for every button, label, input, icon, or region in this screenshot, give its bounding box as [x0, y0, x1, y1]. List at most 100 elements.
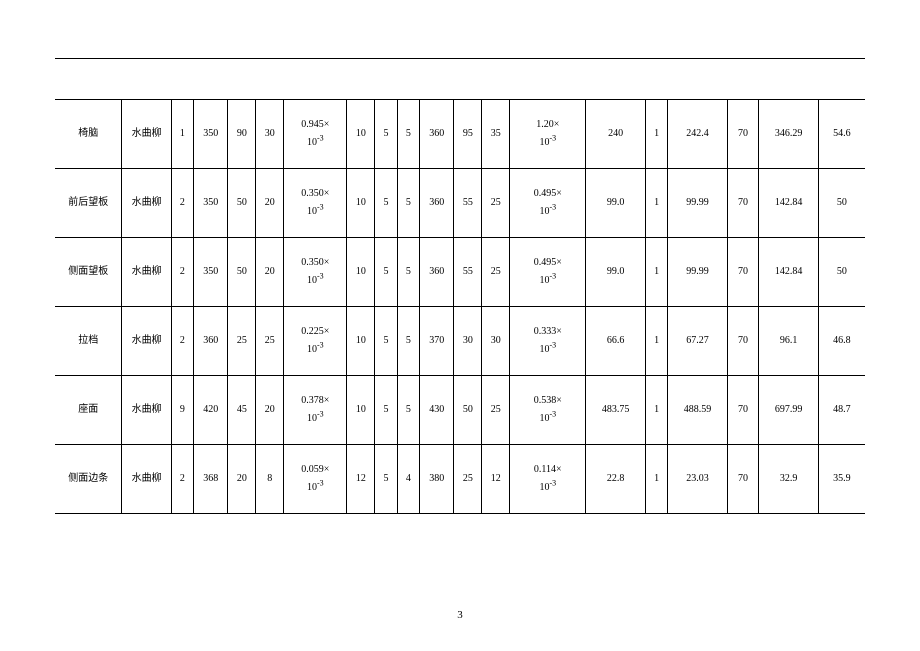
dim-c: 30 — [256, 100, 284, 169]
val-j: 70 — [727, 100, 759, 169]
val-g: 240 — [586, 100, 646, 169]
val-j: 70 — [727, 376, 759, 445]
val-k: 142.84 — [759, 169, 819, 238]
val-l: 50 — [818, 238, 865, 307]
val-h: 1 — [645, 307, 667, 376]
dim-e: 25 — [454, 445, 482, 514]
dim-f: 12 — [482, 445, 510, 514]
ext-b: 5 — [375, 376, 397, 445]
val-h: 1 — [645, 238, 667, 307]
material: 水曲柳 — [122, 307, 171, 376]
ext-c: 4 — [397, 445, 419, 514]
val-k: 32.9 — [759, 445, 819, 514]
sci-2: 1.20×10-3 — [510, 100, 586, 169]
dim-b: 50 — [228, 169, 256, 238]
sci-2: 0.538×10-3 — [510, 376, 586, 445]
val-l: 54.6 — [818, 100, 865, 169]
val-i: 488.59 — [668, 376, 728, 445]
ext-c: 5 — [397, 307, 419, 376]
ext-a: 10 — [347, 376, 375, 445]
ext-b: 5 — [375, 238, 397, 307]
val-l: 46.8 — [818, 307, 865, 376]
sci-1: 0.350×10-3 — [284, 238, 347, 307]
val-k: 142.84 — [759, 238, 819, 307]
dim-f: 30 — [482, 307, 510, 376]
sci-2: 0.333×10-3 — [510, 307, 586, 376]
dim-b: 90 — [228, 100, 256, 169]
val-j: 70 — [727, 238, 759, 307]
ext-b: 5 — [375, 169, 397, 238]
dim-a: 350 — [194, 238, 228, 307]
dim-d: 370 — [419, 307, 453, 376]
table-row: 拉档水曲柳236025250.225×10-3105537030300.333×… — [55, 307, 865, 376]
part-name: 前后望板 — [55, 169, 122, 238]
dim-e: 50 — [454, 376, 482, 445]
val-i: 99.99 — [668, 169, 728, 238]
ext-b: 5 — [375, 307, 397, 376]
dim-d: 360 — [419, 100, 453, 169]
val-h: 1 — [645, 445, 667, 514]
val-l: 48.7 — [818, 376, 865, 445]
page-number: 3 — [0, 609, 920, 621]
material: 水曲柳 — [122, 238, 171, 307]
sci-1: 0.059×10-3 — [284, 445, 347, 514]
qty: 1 — [171, 100, 193, 169]
val-i: 242.4 — [668, 100, 728, 169]
val-g: 99.0 — [586, 169, 646, 238]
table-row: 前后望板水曲柳235050200.350×10-3105536055250.49… — [55, 169, 865, 238]
sci-2: 0.114×10-3 — [510, 445, 586, 514]
val-g: 22.8 — [586, 445, 646, 514]
dim-c: 20 — [256, 238, 284, 307]
dim-a: 368 — [194, 445, 228, 514]
val-g: 483.75 — [586, 376, 646, 445]
dim-a: 350 — [194, 100, 228, 169]
dim-b: 25 — [228, 307, 256, 376]
val-h: 1 — [645, 376, 667, 445]
part-name: 座面 — [55, 376, 122, 445]
ext-a: 10 — [347, 100, 375, 169]
ext-c: 5 — [397, 169, 419, 238]
qty: 9 — [171, 376, 193, 445]
dim-d: 380 — [419, 445, 453, 514]
dim-e: 55 — [454, 169, 482, 238]
part-name: 椅脑 — [55, 100, 122, 169]
material: 水曲柳 — [122, 100, 171, 169]
val-h: 1 — [645, 169, 667, 238]
ext-a: 10 — [347, 307, 375, 376]
sci-2: 0.495×10-3 — [510, 169, 586, 238]
val-k: 346.29 — [759, 100, 819, 169]
qty: 2 — [171, 238, 193, 307]
part-name: 拉档 — [55, 307, 122, 376]
val-i: 23.03 — [668, 445, 728, 514]
table-row: 椅脑水曲柳135090300.945×10-3105536095351.20×1… — [55, 100, 865, 169]
val-j: 70 — [727, 169, 759, 238]
dim-a: 360 — [194, 307, 228, 376]
val-g: 66.6 — [586, 307, 646, 376]
val-l: 50 — [818, 169, 865, 238]
ext-a: 12 — [347, 445, 375, 514]
val-l: 35.9 — [818, 445, 865, 514]
qty: 2 — [171, 307, 193, 376]
dim-d: 360 — [419, 169, 453, 238]
val-j: 70 — [727, 445, 759, 514]
dim-d: 430 — [419, 376, 453, 445]
material: 水曲柳 — [122, 376, 171, 445]
val-i: 67.27 — [668, 307, 728, 376]
sci-1: 0.378×10-3 — [284, 376, 347, 445]
dim-e: 30 — [454, 307, 482, 376]
val-k: 96.1 — [759, 307, 819, 376]
val-j: 70 — [727, 307, 759, 376]
dim-f: 25 — [482, 238, 510, 307]
dim-b: 45 — [228, 376, 256, 445]
dim-e: 95 — [454, 100, 482, 169]
sci-1: 0.350×10-3 — [284, 169, 347, 238]
dim-e: 55 — [454, 238, 482, 307]
val-g: 99.0 — [586, 238, 646, 307]
dim-c: 20 — [256, 169, 284, 238]
ext-a: 10 — [347, 238, 375, 307]
ext-a: 10 — [347, 169, 375, 238]
part-name: 侧面望板 — [55, 238, 122, 307]
dim-c: 25 — [256, 307, 284, 376]
val-i: 99.99 — [668, 238, 728, 307]
dim-c: 20 — [256, 376, 284, 445]
